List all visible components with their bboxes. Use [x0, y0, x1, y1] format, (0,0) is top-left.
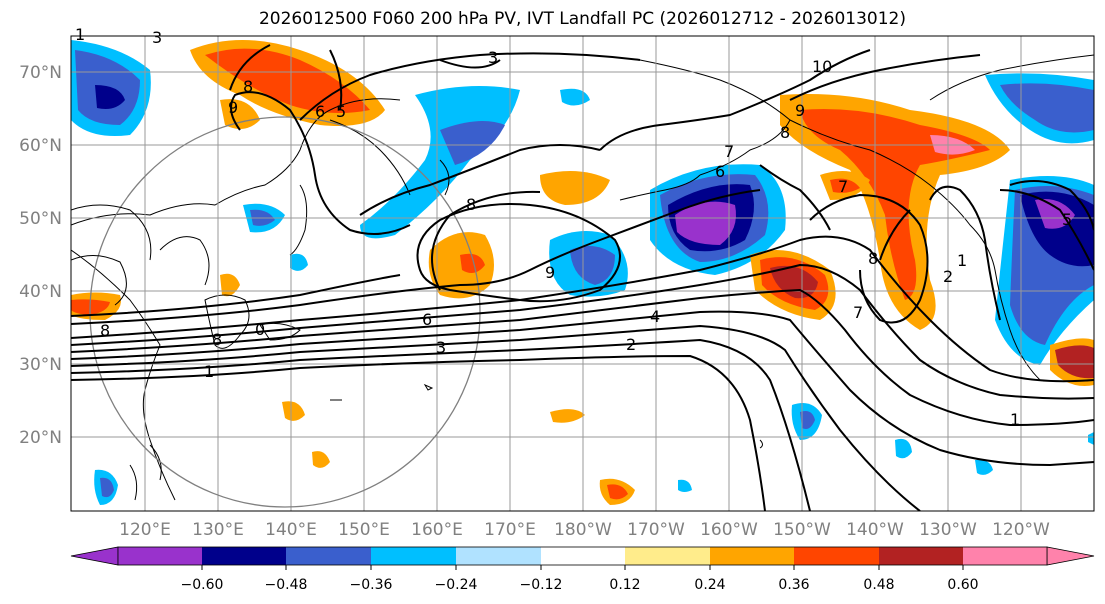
- longitude-labels: 120°E 130°E 140°E 150°E 160°E 170°E 180°…: [119, 520, 1050, 540]
- colorbar-segment: [710, 547, 794, 565]
- colorbar-tick-label: 0.48: [863, 577, 894, 593]
- colorbar-segment: [541, 547, 625, 565]
- contour-label: 2: [943, 267, 953, 286]
- contour-label: 1: [1010, 410, 1020, 429]
- lon-label: 170°W: [627, 520, 685, 540]
- contour-label: 8: [780, 123, 790, 142]
- lon-label: 130°E: [192, 520, 244, 540]
- contour-label: 8: [868, 249, 878, 268]
- contour-label: 0: [255, 320, 265, 339]
- lon-label: 140°E: [265, 520, 317, 540]
- pv-shading: [71, 40, 1094, 505]
- colorbar-tick-label: −0.12: [520, 577, 563, 593]
- ivt-contours-thin: [71, 204, 210, 306]
- lon-label: 160°E: [411, 520, 463, 540]
- contour-label: 4: [650, 307, 660, 326]
- contour-label: 8: [212, 330, 222, 349]
- contour-label: 8: [466, 195, 476, 214]
- colorbar-segment: [371, 547, 456, 565]
- lat-label: 50°N: [19, 209, 62, 229]
- map-title: 2026012500 F060 200 hPa PV, IVT Landfall…: [258, 9, 906, 29]
- colorbar: −0.60 −0.48 −0.36 −0.24 −0.12 0.12 0.24 0.36 0.4…: [70, 546, 1095, 593]
- contour-label: 5: [336, 102, 346, 121]
- colorbar-segment: [286, 547, 371, 565]
- contour-label: 6: [422, 310, 432, 329]
- contour-label: 8: [243, 77, 253, 96]
- gridlines: [71, 36, 1094, 511]
- lon-label: 120°W: [992, 520, 1050, 540]
- contour-label: 7: [853, 303, 863, 322]
- contour-label: 7: [724, 142, 734, 161]
- contour-label: 3: [488, 48, 498, 67]
- lon-label: 150°W: [773, 520, 831, 540]
- contour-labels: 3 10 9 8 6 5 9 8 7 6 8 9 7 6 4 3 2 1 8 8…: [75, 25, 1072, 429]
- lon-label: 120°E: [119, 520, 171, 540]
- lat-label: 40°N: [19, 282, 62, 302]
- contour-label: 1: [957, 251, 967, 270]
- colorbar-tick-label: 0.12: [609, 577, 640, 593]
- contour-label: 3: [152, 28, 162, 47]
- contour-label: 2: [626, 335, 636, 354]
- contour-label: 5: [1062, 210, 1072, 229]
- lat-label: 70°N: [19, 63, 62, 83]
- colorbar-tick-label: 0.60: [947, 577, 978, 593]
- lat-label: 30°N: [19, 355, 62, 375]
- radius-circle: [89, 116, 481, 508]
- colorbar-tick-label: 0.36: [778, 577, 809, 593]
- colorbar-segment: [625, 547, 710, 565]
- contour-label: 1: [75, 25, 85, 44]
- colorbar-extend-low: [70, 546, 119, 566]
- ivt-contours: [71, 44, 1094, 511]
- colorbar-segment: [879, 547, 963, 565]
- colorbar-segment: [202, 547, 286, 565]
- colorbar-segment: [456, 547, 541, 565]
- contour-label: 9: [228, 98, 238, 117]
- contour-label: 9: [795, 101, 805, 120]
- contour-label: 9: [545, 263, 555, 282]
- colorbar-tick-label: −0.36: [350, 577, 393, 593]
- colorbar-segment: [118, 547, 202, 565]
- contour-label: 10: [812, 57, 832, 76]
- colorbar-frame: [117, 546, 1048, 566]
- colorbar-segment: [794, 547, 879, 565]
- lon-label: 180°W: [554, 520, 612, 540]
- colorbar-tick-label: −0.48: [265, 577, 308, 593]
- lat-label: 60°N: [19, 136, 62, 156]
- contour-label: 8: [100, 321, 110, 340]
- lon-label: 150°E: [338, 520, 390, 540]
- lon-label: 130°W: [919, 520, 977, 540]
- contour-label: 7: [838, 177, 848, 196]
- colorbar-extend-high: [1046, 546, 1095, 566]
- contour-label: 1: [204, 362, 214, 381]
- colorbar-tick-label: −0.24: [435, 577, 478, 593]
- lat-label: 20°N: [19, 428, 62, 448]
- colorbar-tick-label: 0.24: [694, 577, 725, 593]
- contour-label: 6: [315, 102, 325, 121]
- lon-label: 140°W: [846, 520, 904, 540]
- latitude-labels: 70°N 60°N 50°N 40°N 30°N 20°N: [19, 63, 62, 448]
- contour-label: 6: [715, 162, 725, 181]
- lon-label: 170°E: [484, 520, 536, 540]
- colorbar-tick-label: −0.60: [181, 577, 224, 593]
- map-content: [71, 36, 1094, 511]
- lon-label: 160°W: [700, 520, 758, 540]
- contour-label: 3: [436, 338, 446, 357]
- colorbar-segment: [963, 547, 1047, 565]
- map-border: [70, 35, 1095, 512]
